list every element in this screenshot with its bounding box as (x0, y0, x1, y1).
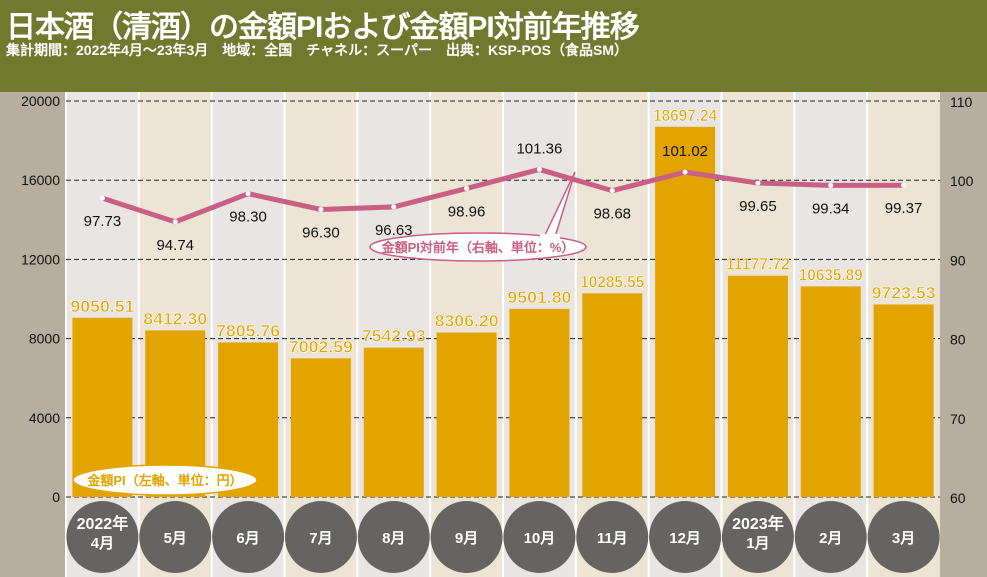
line-point (391, 204, 397, 210)
line-value-label: 98.68 (593, 206, 631, 223)
category-circle (867, 501, 940, 573)
category-label: 3月 (892, 530, 915, 547)
category-label: 12月 (669, 530, 701, 547)
bar-value-label: 10635.89 (799, 265, 863, 284)
bar-value-label: 7542.93 (362, 327, 426, 346)
left-axis-tick: 0 (52, 489, 60, 505)
bar-legend-bubble (72, 464, 258, 496)
chart: 0 4000 8000 12000 16000 20000 60 70 80 90 100 110 90… (21, 92, 974, 577)
category-circle (503, 501, 576, 573)
line-point (464, 185, 470, 191)
category-circle (212, 501, 285, 573)
category-circle (284, 501, 357, 573)
line-value-label: 99.37 (885, 200, 923, 217)
bar-value-label: 10285.55 (580, 272, 644, 291)
category-label: 4月 (91, 535, 114, 552)
category-label: 2月 (819, 530, 842, 547)
bar (290, 358, 351, 497)
bar (509, 308, 570, 497)
bar-value-label: 11177.72 (726, 255, 790, 274)
right-axis-tick: 80 (950, 332, 966, 348)
category-circle (357, 501, 430, 573)
left-axis-tick: 20000 (21, 93, 60, 109)
left-axis-tick: 16000 (21, 172, 60, 188)
line-value-label: 99.34 (812, 200, 850, 217)
right-axis-tick: 60 (950, 490, 966, 506)
bar (363, 347, 424, 497)
bar (873, 304, 934, 497)
category-circle (721, 501, 794, 573)
category-label: 2023年 (732, 514, 784, 533)
line-legend-bubble (369, 232, 587, 262)
line-point (755, 180, 761, 186)
bar (436, 332, 497, 497)
category-circle (576, 501, 649, 573)
bar-value-label: 8412.30 (143, 309, 207, 328)
chart-subtitle: 集計期間：2022年4月〜23年3月 地域：全国 チャネル：スーパー 出典：KS… (6, 42, 629, 58)
right-axis-tick: 100 (950, 173, 974, 189)
line-value-label: 101.02 (662, 143, 708, 160)
line-value-label: 101.36 (516, 140, 562, 157)
bar-value-label: 7805.76 (216, 321, 280, 340)
bar (800, 286, 861, 497)
line-point (682, 169, 688, 175)
bar-value-label: 18697.24 (653, 106, 717, 125)
callout-joint (540, 234, 560, 242)
category-circle (649, 501, 722, 573)
line-value-label: 96.30 (302, 225, 340, 242)
category-label: 10月 (524, 530, 556, 547)
category-circle (794, 501, 867, 573)
bar-value-label: 7002.59 (289, 337, 353, 356)
category-circle (139, 501, 212, 573)
line-value-label: 99.65 (739, 198, 777, 215)
line-point (536, 166, 542, 172)
bar-legend-label: 金額PI（左軸、単位：円） (86, 473, 242, 488)
line-value-label: 98.96 (448, 203, 486, 220)
category-label: 7月 (309, 530, 332, 547)
bar-value-label: 9050.51 (70, 297, 134, 316)
bar-value-label: 8306.20 (435, 312, 499, 331)
bar-value-label: 9501.80 (507, 288, 571, 307)
line-point (318, 207, 324, 213)
category-label: 8月 (382, 530, 405, 547)
left-axis-tick: 8000 (29, 331, 60, 347)
category-label: 11月 (597, 530, 628, 547)
right-axis-tick: 70 (950, 411, 966, 427)
left-axis-tick: 12000 (21, 251, 60, 267)
category-label: 1月 (746, 535, 769, 552)
line-value-label: 98.30 (229, 209, 267, 226)
chart-title: 日本酒（清酒）の金額PIおよび金額PI対前年推移 (6, 11, 640, 44)
category-label: 2022年 (77, 514, 129, 533)
line-value-label: 94.74 (156, 237, 194, 254)
bar-value-label: 9723.53 (872, 283, 936, 302)
category-circle (430, 501, 503, 573)
left-axis-tick: 4000 (29, 410, 60, 426)
right-axis-tick: 90 (950, 252, 966, 268)
header: 日本酒（清酒）の金額PIおよび金額PI対前年推移 集計期間：2022年4月〜23… (0, 0, 987, 92)
line-value-label: 97.73 (84, 213, 122, 230)
bar (727, 275, 788, 497)
line-point (245, 191, 251, 197)
line-series (101, 166, 904, 225)
category-label: 5月 (164, 530, 187, 547)
line-value-label: 96.63 (375, 222, 413, 239)
line-point (172, 219, 178, 225)
category-label: 9月 (455, 530, 478, 547)
line-point (99, 195, 105, 201)
line-point (609, 188, 615, 194)
line-point (901, 182, 907, 188)
line-legend-label: 金額PI対前年（右軸、単位：%） (381, 240, 575, 255)
line-point (828, 182, 834, 188)
category-circle (66, 501, 139, 573)
bar (655, 126, 716, 497)
category-label: 6月 (236, 530, 259, 547)
right-axis-tick: 110 (950, 94, 973, 110)
bar (582, 293, 643, 497)
